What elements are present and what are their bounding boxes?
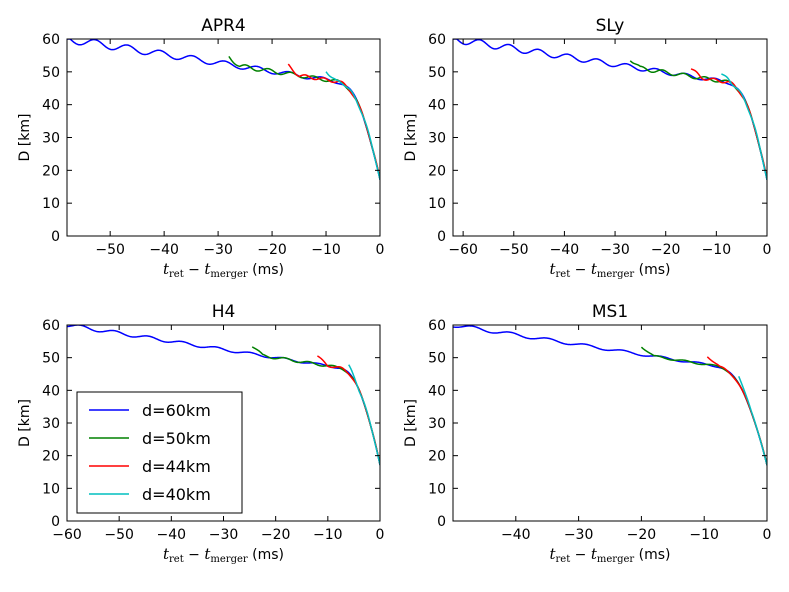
y-tick-label: 40 [42,98,60,114]
y-tick-label: 50 [428,351,446,367]
y-tick-label: 0 [437,229,446,245]
legend-box [76,391,243,514]
x-tick-label: −50 [499,242,529,258]
y-axis-label: D [km] [17,114,33,162]
series-line-d-44km [690,68,767,180]
x-tick-label: −20 [651,242,681,258]
panel-title: SLy [596,16,625,36]
y-tick-label: 10 [428,196,446,212]
legend-label: d=40km [142,485,211,504]
y-tick-label: 20 [428,163,446,179]
y-axis-label: D [km] [403,399,419,447]
panel-title: APR4 [201,16,246,36]
y-tick-label: 0 [51,229,60,245]
x-tick-label: −60 [448,242,478,258]
x-tick-label: −40 [157,527,187,543]
x-tick-label: −60 [52,527,82,543]
x-axis-label: tret − tmerger (ms) [163,260,284,280]
series-line-d-40km [325,71,380,180]
panel-ms1: −40 −30 −20 −10 0 0 10 20 30 40 50 60 MS1 D [km] tret … [403,302,771,565]
legend-label: d=60km [142,401,211,420]
series-line-d-50km [251,346,380,465]
y-tick-label: 60 [428,32,446,48]
y-tick-label: 40 [428,383,446,399]
y-tick-label: 10 [428,481,446,497]
y-tick-label: 50 [42,65,60,81]
x-tick-label: −50 [95,242,125,258]
series-line-d-40km [738,376,767,466]
y-tick-label: 60 [42,318,60,334]
x-tick-label: −10 [702,242,732,258]
series-line-d-60km [453,325,767,466]
y-axis-label: D [km] [17,399,33,447]
y-tick-label: 60 [428,318,446,334]
x-tick-label: −10 [311,242,341,258]
series-line-d-44km [706,356,767,466]
legend-label: d=44km [142,457,211,476]
series-line-d-40km [348,364,380,466]
x-tick-label: 0 [376,242,385,258]
y-tick-label: 20 [42,163,60,179]
y-tick-label: 50 [42,351,60,367]
y-tick-label: 30 [428,416,446,432]
plot-frame [452,38,768,237]
panel-sly: −60 −50 −40 −30 −20 −10 0 0 10 20 30 40 50 60 SLy D [km… [403,16,771,280]
x-axis-label: tret − tmerger (ms) [549,545,670,565]
x-tick-label: −10 [313,527,343,543]
series-line-d-40km [720,73,767,180]
y-tick-label: 60 [42,32,60,48]
x-tick-label: −20 [257,242,287,258]
x-tick-label: −30 [600,242,630,258]
plot-frame [452,324,768,522]
x-tick-label: 0 [376,527,385,543]
series-line-d-60km [453,39,767,181]
plot-frame [66,38,381,237]
y-tick-label: 10 [42,481,60,497]
x-tick-label: −10 [689,527,719,543]
x-tick-label: −40 [501,527,531,543]
x-tick-label: −30 [564,527,594,543]
panel-apr4: −50 −40 −30 −20 −10 0 0 10 20 30 40 50 60 APR4 D [km] t… [17,16,384,280]
x-tick-label: −50 [104,527,134,543]
x-tick-label: 0 [763,242,772,258]
x-tick-label: −30 [203,242,233,258]
legend-label: d=50km [142,429,211,448]
legend: d=60km d=50km d=44km d=40km [76,391,243,514]
series-line-d-44km [287,63,380,180]
y-tick-label: 0 [437,514,446,530]
y-tick-label: 30 [42,416,60,432]
y-tick-label: 40 [428,98,446,114]
x-tick-label: −20 [627,527,657,543]
y-axis-label: D [km] [403,114,419,162]
panel-title: MS1 [592,302,628,322]
y-tick-label: 40 [42,383,60,399]
x-tick-label: −20 [261,527,291,543]
series-line-d-60km [67,39,380,180]
y-tick-label: 50 [428,65,446,81]
y-tick-label: 20 [42,449,60,465]
x-axis-label: tret − tmerger (ms) [549,260,670,280]
x-tick-label: −40 [149,242,179,258]
series-line-d-50km [629,60,767,180]
x-tick-label: −40 [550,242,580,258]
x-tick-label: 0 [763,527,772,543]
x-tick-label: −30 [209,527,239,543]
panel-title: H4 [212,302,236,322]
y-tick-label: 30 [428,131,446,147]
y-tick-label: 10 [42,196,60,212]
y-tick-label: 30 [42,131,60,147]
x-axis-label: tret − tmerger (ms) [163,545,284,565]
y-tick-label: 20 [428,449,446,465]
y-tick-label: 0 [51,514,60,530]
panel-h4: −60 −50 −40 −30 −20 −10 0 0 10 20 30 40 50 60 H4 D [km]… [17,302,384,565]
